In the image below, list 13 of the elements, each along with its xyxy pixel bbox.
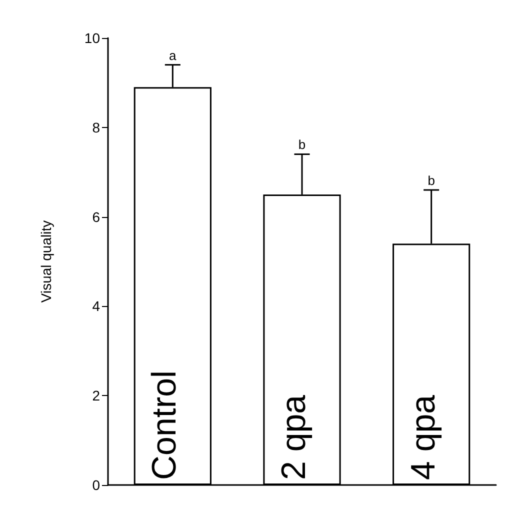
y-axis-title: Visual quality [38,220,54,303]
x-tick-label: 4 qpa [404,394,442,480]
y-tick-label: 6 [92,208,100,225]
annotation: b [428,172,435,188]
y-tick-label: 4 [92,298,100,314]
y-tick-label: 10 [84,30,100,46]
x-tick-label: Control [146,370,184,480]
y-tick-label: 0 [92,477,100,493]
annotation: a [169,48,178,63]
y-tick-label: 2 [92,388,100,404]
x-tick-label: 2 qpa [275,394,313,480]
y-tick-label: 8 [92,119,100,136]
annotation: b [298,137,306,152]
